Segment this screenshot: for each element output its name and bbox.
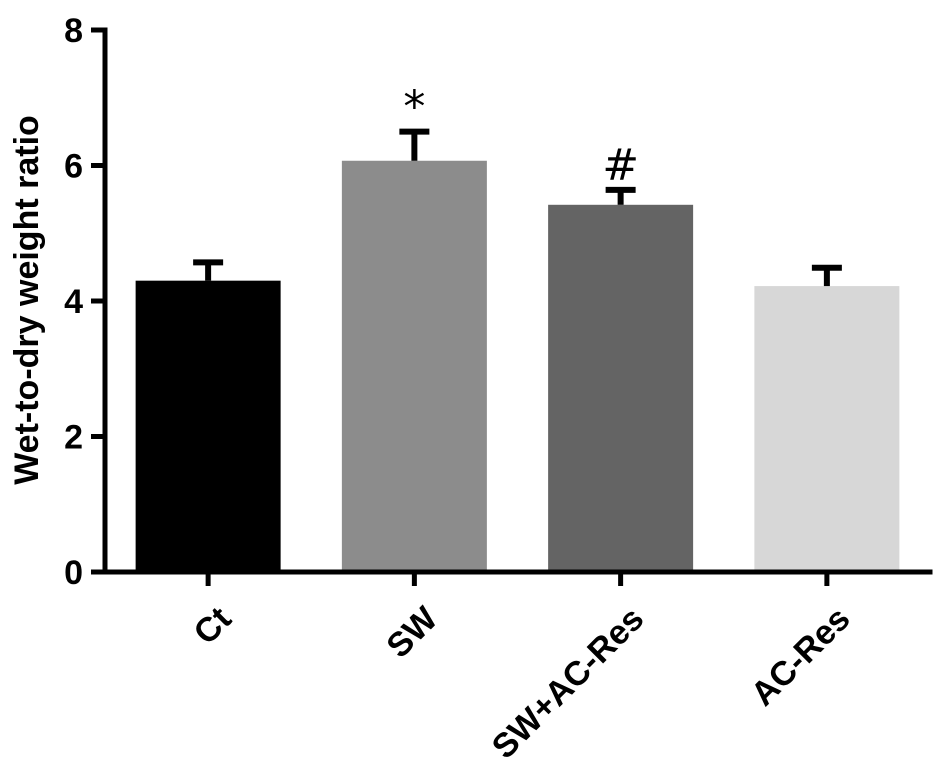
y-tick-label-0: 0: [64, 554, 83, 592]
bars: [135, 160, 900, 573]
y-tick-label-2: 4: [64, 283, 83, 321]
significance-mark-2: #: [602, 140, 639, 191]
x-ticks: Ct SW SW+AC-Res AC-Res: [187, 572, 858, 766]
x-tick-label-1: SW: [379, 599, 445, 665]
x-tick-label-0: Ct: [187, 600, 239, 652]
y-tick-label-1: 2: [64, 419, 83, 457]
x-tick-label-2: SW+AC-Res: [485, 600, 651, 766]
significance-mark-1: *: [403, 82, 425, 133]
bar-3: [754, 286, 900, 572]
bar-2: [548, 204, 694, 573]
bar-1: [341, 160, 487, 572]
significance-annotations: *#: [403, 82, 639, 191]
y-ticks: 0 2 4 6 8: [64, 12, 105, 592]
y-axis-title: Wet-to-dry weight ratio: [8, 115, 46, 485]
x-tick-label-3: AC-Res: [744, 600, 858, 714]
error-bars: [193, 128, 842, 287]
bar-0: [135, 280, 281, 572]
y-tick-label-3: 6: [64, 148, 83, 186]
y-tick-label-4: 8: [64, 12, 83, 50]
